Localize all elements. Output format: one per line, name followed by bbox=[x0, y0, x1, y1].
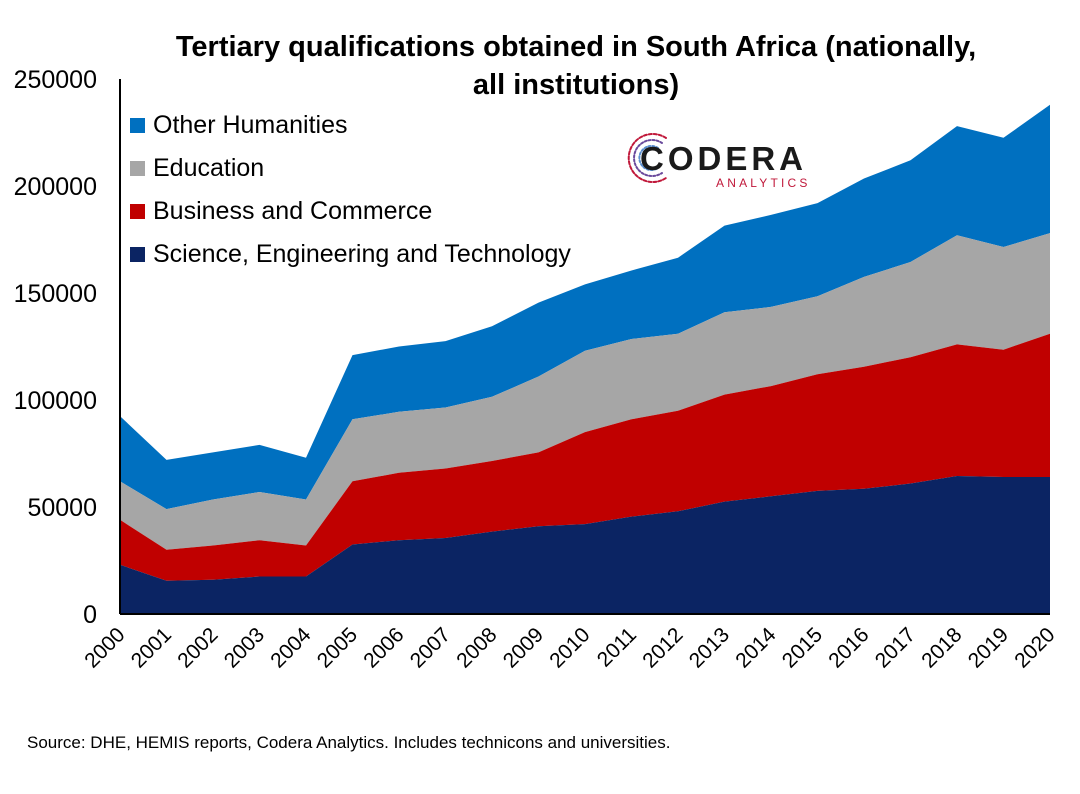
legend-item-other-humanities: Other Humanities bbox=[130, 104, 571, 147]
x-tick-label: 2013 bbox=[685, 623, 734, 672]
x-tick-label: 2008 bbox=[452, 623, 501, 672]
legend-item-science-engineering: Science, Engineering and Technology bbox=[130, 233, 571, 276]
x-tick-label: 2009 bbox=[499, 623, 548, 672]
x-tick-label: 2002 bbox=[173, 623, 222, 672]
codera-logo-subtitle: ANALYTICS bbox=[716, 176, 811, 190]
y-tick-label: 0 bbox=[83, 601, 97, 629]
legend-label-other-humanities: Other Humanities bbox=[153, 111, 348, 139]
x-tick-label: 2004 bbox=[266, 623, 316, 673]
legend: Other Humanities Education Business and … bbox=[130, 104, 571, 276]
x-tick-label: 2019 bbox=[964, 623, 1013, 672]
legend-item-education: Education bbox=[130, 147, 571, 190]
legend-label-business-commerce: Business and Commerce bbox=[153, 197, 433, 225]
y-tick-label: 100000 bbox=[14, 387, 97, 415]
legend-swatch-science-engineering bbox=[130, 247, 145, 262]
legend-label-science-engineering: Science, Engineering and Technology bbox=[153, 240, 571, 268]
x-tick-label: 2020 bbox=[1010, 623, 1059, 672]
x-tick-label: 2005 bbox=[313, 623, 362, 672]
x-tick-label: 2016 bbox=[824, 623, 873, 672]
legend-swatch-business-commerce bbox=[130, 204, 145, 219]
source-note: Source: DHE, HEMIS reports, Codera Analy… bbox=[27, 733, 671, 752]
x-tick-label: 2001 bbox=[127, 623, 176, 672]
x-tick-label: 2018 bbox=[917, 623, 966, 672]
chart-title: Tertiary qualifications obtained in Sout… bbox=[120, 28, 1032, 104]
x-tick-label: 2015 bbox=[778, 623, 827, 672]
area-layer bbox=[120, 104, 1050, 614]
y-tick-label: 50000 bbox=[27, 494, 97, 522]
y-tick-label: 250000 bbox=[14, 66, 97, 94]
series-area-education bbox=[120, 233, 1050, 550]
series-area-science-engineering-and-technology bbox=[120, 476, 1050, 614]
x-tick-label: 2014 bbox=[731, 623, 781, 673]
legend-swatch-other-humanities bbox=[130, 118, 145, 133]
legend-label-education: Education bbox=[153, 154, 265, 182]
legend-swatch-education bbox=[130, 161, 145, 176]
x-tick-label: 2010 bbox=[545, 623, 594, 672]
series-area-business-and-commerce bbox=[120, 333, 1050, 581]
codera-logo-name: CODERA bbox=[640, 140, 808, 177]
x-tick-label: 2003 bbox=[220, 623, 269, 672]
series-area-other-humanities bbox=[120, 104, 1050, 510]
x-tick-label: 2007 bbox=[406, 623, 455, 672]
x-tick-label: 2017 bbox=[871, 623, 920, 672]
x-tick-label: 2000 bbox=[80, 623, 129, 672]
y-tick-label: 200000 bbox=[14, 173, 97, 201]
codera-logo: CODERA ANALYTICS bbox=[622, 124, 827, 194]
x-tick-label: 2011 bbox=[593, 623, 641, 671]
legend-item-business-commerce: Business and Commerce bbox=[130, 190, 571, 233]
chart-title-line-2: all institutions) bbox=[472, 69, 680, 101]
x-tick-label: 2006 bbox=[359, 623, 408, 672]
codera-logo-mark-icon bbox=[627, 133, 667, 183]
chart-title-line-1: Tertiary qualifications obtained in Sout… bbox=[175, 31, 977, 63]
x-tick-label: 2012 bbox=[638, 623, 687, 672]
y-tick-label: 150000 bbox=[14, 280, 97, 308]
